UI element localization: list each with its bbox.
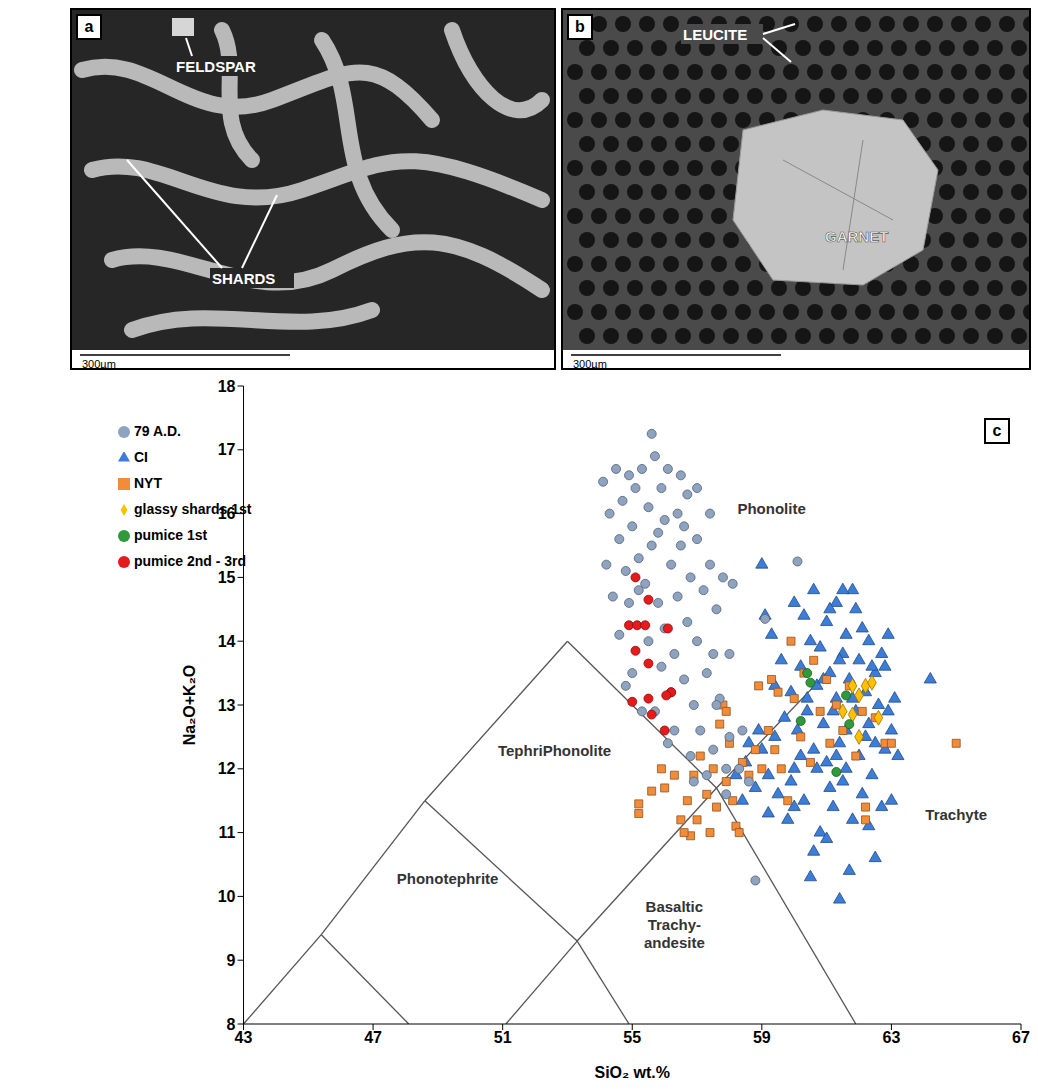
svg-text:11: 11 (219, 824, 236, 841)
svg-text:300µm: 300µm (82, 358, 116, 370)
svg-text:43: 43 (235, 1029, 253, 1046)
svg-text:Phonotephrite: Phonotephrite (397, 870, 499, 887)
svg-text:67: 67 (1012, 1029, 1030, 1046)
svg-text:17: 17 (218, 441, 236, 458)
svg-text:Phonolite: Phonolite (737, 500, 805, 517)
svg-text:63: 63 (883, 1029, 901, 1046)
svg-text:55: 55 (623, 1029, 641, 1046)
svg-text:GARNET: GARNET (825, 228, 888, 245)
svg-text:47: 47 (364, 1029, 382, 1046)
svg-text:13: 13 (218, 697, 236, 714)
svg-text:TephriPhonolite: TephriPhonolite (498, 742, 611, 759)
svg-text:18: 18 (218, 378, 236, 395)
svg-text:FELDSPAR: FELDSPAR (176, 58, 256, 75)
svg-text:BasalticTrachy-andesite: BasalticTrachy-andesite (644, 898, 705, 951)
svg-text:Trachyte: Trachyte (925, 806, 987, 823)
svg-text:10: 10 (218, 888, 236, 905)
svg-text:SHARDS: SHARDS (212, 270, 275, 287)
svg-text:15: 15 (218, 569, 236, 586)
svg-text:SiO₂ wt.%: SiO₂ wt.% (594, 1064, 670, 1081)
svg-text:9: 9 (227, 952, 236, 969)
svg-text:51: 51 (494, 1029, 512, 1046)
svg-text:59: 59 (753, 1029, 771, 1046)
svg-text:16: 16 (218, 505, 236, 522)
svg-text:LEUCITE: LEUCITE (683, 26, 747, 43)
svg-text:8: 8 (227, 1016, 236, 1033)
svg-text:300µm: 300µm (573, 358, 607, 370)
svg-text:Na₂O+K₂O: Na₂O+K₂O (181, 665, 198, 745)
svg-text:14: 14 (218, 633, 236, 650)
svg-text:12: 12 (218, 760, 236, 777)
